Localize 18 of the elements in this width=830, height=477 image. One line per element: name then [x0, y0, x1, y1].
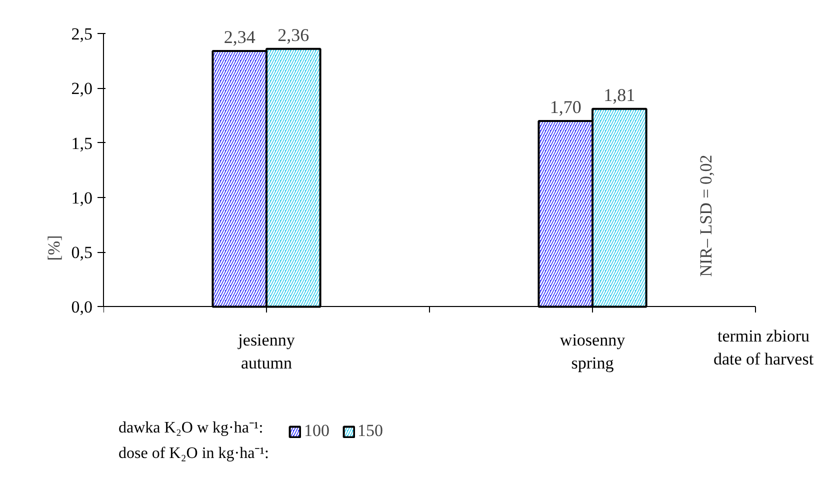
annotation: NIR– LSD = 0,02 — [696, 154, 716, 277]
data-label: 2,34 — [224, 27, 256, 48]
y-axis-title: [%] — [44, 235, 64, 261]
data-label: 1,70 — [550, 96, 582, 117]
x-axis-title: termin zbioru date of harvest — [713, 326, 814, 369]
data-label: 2,36 — [278, 24, 310, 45]
data-label: 1,81 — [604, 84, 636, 105]
x-tick-label: jesienny autumn — [237, 330, 296, 373]
x-tick-label: wiosenny spring — [560, 330, 626, 373]
y-tick-label: 2,5 — [71, 24, 92, 44]
y-tick-label: 1,0 — [71, 188, 92, 208]
y-tick-label: 1,5 — [71, 134, 92, 153]
legend-label: 150 — [358, 421, 383, 441]
y-tick-label: 0,5 — [71, 243, 92, 262]
y-tick-label: 2,0 — [71, 79, 92, 98]
legend-title: dawka K₂O w kg·ha⁻¹: dose of K₂O in kg·ha⁻¹: — [118, 420, 269, 462]
legend-label: 100 — [304, 421, 330, 441]
y-tick-label: 0,0 — [71, 298, 92, 317]
